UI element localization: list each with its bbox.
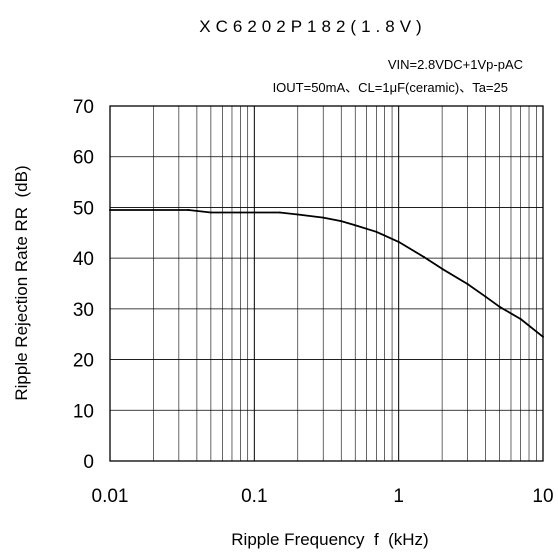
condition-line-2: IOUT=50mA、CL=1μF(ceramic)、Ta=25 [273, 80, 508, 95]
x-tick-label: 1 [393, 486, 404, 507]
series-line [110, 209, 544, 338]
y-tick-label: 70 [73, 97, 94, 118]
data-point [239, 211, 242, 214]
y-tick-label: 40 [73, 249, 94, 270]
y-tick-label: 20 [73, 351, 94, 372]
data-point [296, 213, 299, 216]
data-point [209, 211, 212, 214]
data-point [519, 318, 522, 320]
curve-layer [109, 209, 544, 338]
y-tick-label: 0 [83, 452, 94, 473]
y-tick-label: 60 [73, 148, 94, 169]
chart-title: XC6202P182(1.8V) [199, 17, 426, 36]
y-tick-label: 50 [73, 198, 94, 219]
x-axis-label: Ripple Frequency f (kHz) [231, 530, 428, 549]
data-point [484, 295, 487, 298]
data-point [498, 305, 501, 308]
plot-frame [109, 105, 544, 462]
data-point [340, 220, 343, 223]
data-point [278, 211, 281, 214]
y-tick-label: 10 [73, 401, 94, 422]
data-point [466, 283, 469, 285]
x-tick-label: 10 [532, 486, 553, 507]
data-point [354, 224, 357, 227]
condition-line-1: VIN=2.8VDC+1Vp-pAC [388, 57, 523, 72]
data-point [187, 209, 190, 211]
tick-labels: 0 10 20 30 40 50 60 70 0.01 0.1 1 10 [73, 97, 554, 507]
data-point [441, 267, 444, 270]
x-tick-label: 0.01 [92, 486, 129, 507]
y-tick-label: 30 [73, 300, 94, 321]
x-tick-label: 0.1 [241, 486, 267, 507]
data-point [397, 240, 400, 243]
data-point [322, 216, 325, 219]
y-axis-label: Ripple Rejection Rate RR (dB) [12, 165, 31, 400]
grid [109, 105, 543, 462]
data-point [152, 209, 155, 211]
data-point [423, 256, 426, 259]
data-point [375, 230, 378, 233]
